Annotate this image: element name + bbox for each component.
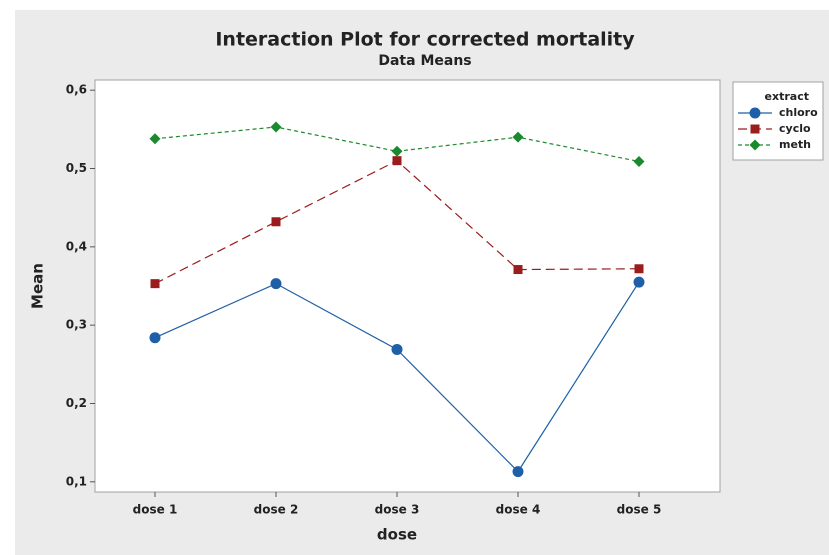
x-tick-label: dose 5	[617, 503, 662, 517]
chart-title: Interaction Plot for corrected mortality	[215, 29, 635, 51]
marker	[634, 264, 644, 274]
legend-marker	[749, 139, 761, 151]
marker	[513, 265, 523, 275]
marker	[149, 332, 161, 344]
marker	[392, 156, 402, 166]
y-tick-label: 0,3	[66, 318, 87, 332]
marker	[271, 217, 281, 227]
y-axis-label: Mean	[29, 263, 47, 309]
y-tick-label: 0,1	[66, 474, 87, 488]
legend-title: extract	[765, 90, 809, 103]
marker	[391, 145, 403, 157]
legend-label: cyclo	[779, 122, 811, 135]
marker	[270, 278, 282, 290]
chart-subtitle: Data Means	[378, 53, 471, 69]
marker	[512, 466, 524, 478]
y-tick-label: 0,4	[66, 239, 87, 253]
marker	[270, 121, 282, 133]
marker	[150, 279, 160, 289]
marker	[633, 155, 645, 167]
marker	[633, 276, 645, 288]
x-tick-label: dose 2	[254, 503, 299, 517]
marker	[391, 343, 403, 355]
y-tick-label: 0,2	[66, 396, 87, 410]
marker	[149, 133, 161, 145]
series-line	[154, 126, 640, 163]
x-tick-label: dose 3	[375, 503, 420, 517]
legend-label: meth	[779, 138, 811, 151]
plot-area	[94, 79, 721, 493]
y-tick-label: 0,5	[66, 161, 87, 175]
x-axis-label: dose	[377, 526, 417, 544]
legend-marker	[749, 107, 761, 119]
x-tick-label: dose 1	[133, 503, 178, 517]
x-tick-label: dose 4	[496, 503, 541, 517]
legend-marker	[750, 124, 760, 134]
marker	[512, 131, 524, 143]
y-tick-label: 0,6	[66, 83, 87, 97]
legend-box	[732, 81, 824, 161]
legend-label: chloro	[779, 106, 818, 119]
